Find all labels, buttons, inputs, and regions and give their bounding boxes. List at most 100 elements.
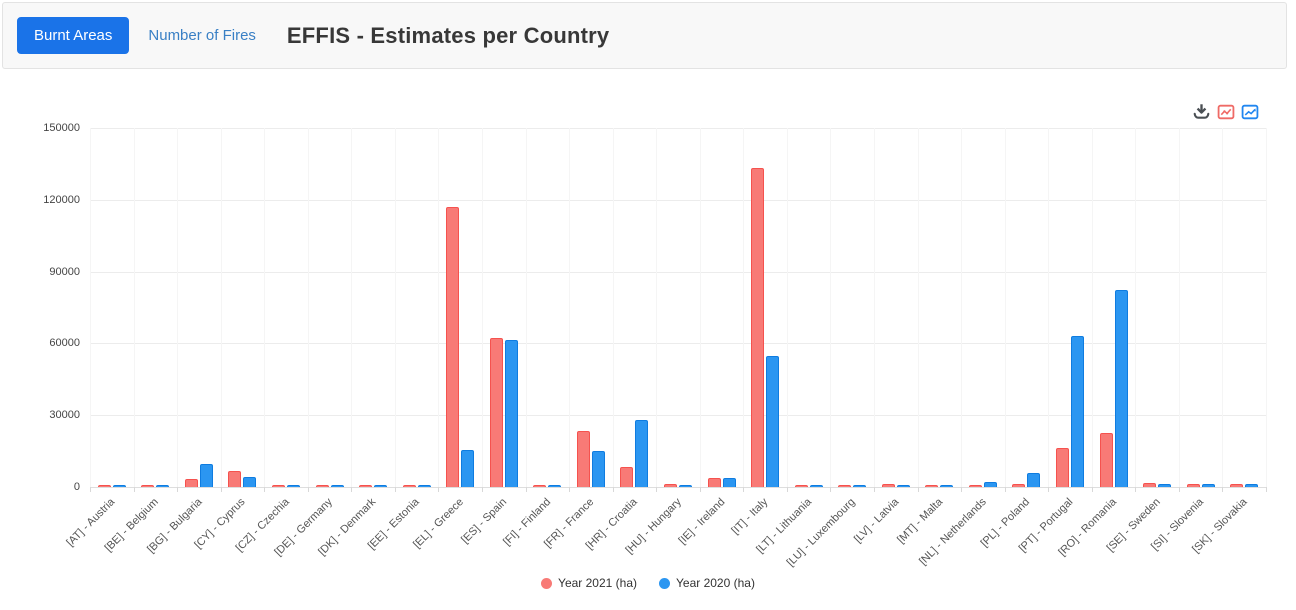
bar-ro-2020[interactable] <box>1114 290 1128 487</box>
x-label-it: [IT] - Italy <box>729 496 771 537</box>
tab-bar: Burnt Areas Number of Fires EFFIS - Esti… <box>2 2 1287 69</box>
bar-bg-2021[interactable] <box>184 479 198 487</box>
x-axis-tick <box>1048 487 1050 492</box>
bar-be-2020[interactable] <box>156 485 170 487</box>
bar-se-2020[interactable] <box>1158 483 1172 487</box>
bar-lu-2020[interactable] <box>853 485 867 487</box>
bar-at-2021[interactable] <box>97 485 111 487</box>
bar-lv-2020[interactable] <box>896 485 910 487</box>
bar-lt-2021[interactable] <box>794 485 808 487</box>
bar-dk-2020[interactable] <box>374 485 388 487</box>
x-label-lv: [LV] - Latvia <box>851 496 902 546</box>
bar-hu-2020[interactable] <box>679 484 692 487</box>
bar-ie-2020[interactable] <box>722 478 736 487</box>
bar-de-2021[interactable] <box>315 485 329 487</box>
bar-ee-2021[interactable] <box>402 485 416 487</box>
bar-se-2021[interactable] <box>1143 482 1157 487</box>
vertical-gridline <box>1091 128 1093 487</box>
bar-ie-2021[interactable] <box>707 478 721 487</box>
vertical-gridline <box>569 128 571 487</box>
bar-lu-2021[interactable] <box>838 485 852 487</box>
vertical-gridline <box>743 128 745 487</box>
tab-burnt-areas[interactable]: Burnt Areas <box>17 17 130 54</box>
vertical-gridline <box>90 128 91 487</box>
bar-el-2021[interactable] <box>446 206 460 487</box>
x-axis-tick <box>264 487 266 492</box>
bar-sk-2021[interactable] <box>1230 484 1244 487</box>
bar-de-2020[interactable] <box>330 484 344 487</box>
tab-number-of-fires[interactable]: Number of Fires <box>148 27 256 44</box>
vertical-gridline <box>1004 128 1006 487</box>
blue-line-chart-icon[interactable] <box>1240 102 1259 121</box>
bar-fr-2020[interactable] <box>591 450 605 487</box>
bar-cy-2021[interactable] <box>228 471 242 487</box>
bar-pl-2021[interactable] <box>1012 483 1026 487</box>
bar-mt-2020[interactable] <box>940 484 954 487</box>
bar-el-2020[interactable] <box>461 449 475 487</box>
bar-hr-2020[interactable] <box>635 419 649 487</box>
bar-fi-2021[interactable] <box>533 485 547 487</box>
bar-cy-2020[interactable] <box>243 477 257 487</box>
bar-pt-2020[interactable] <box>1071 335 1084 487</box>
bar-nl-2021[interactable] <box>968 485 982 487</box>
x-axis-tick <box>1222 487 1224 492</box>
vertical-gridline <box>1178 128 1180 487</box>
x-axis-tick <box>1178 487 1180 492</box>
y-axis-tick-0: 0 <box>73 481 80 493</box>
bar-bg-2020[interactable] <box>199 464 213 487</box>
bar-dk-2021[interactable] <box>359 484 373 487</box>
x-axis-tick <box>830 487 832 492</box>
gridline-90000 <box>90 271 1266 273</box>
vertical-gridline <box>351 128 353 487</box>
bar-ro-2021[interactable] <box>1099 433 1113 487</box>
bar-cz-2020[interactable] <box>287 485 300 487</box>
bar-hr-2021[interactable] <box>620 466 634 487</box>
x-axis-tick <box>525 487 527 492</box>
bar-it-2020[interactable] <box>766 356 780 487</box>
bar-nl-2020[interactable] <box>983 482 997 487</box>
x-axis-tick <box>220 487 222 492</box>
bar-fr-2021[interactable] <box>576 431 590 487</box>
vertical-gridline <box>525 128 527 487</box>
bar-si-2021[interactable] <box>1186 484 1200 487</box>
chart-toolbar <box>1192 102 1259 121</box>
bar-cz-2021[interactable] <box>272 485 285 487</box>
vertical-gridline <box>394 128 396 487</box>
download-icon[interactable] <box>1192 102 1211 121</box>
bar-hu-2021[interactable] <box>664 484 677 487</box>
bar-lv-2021[interactable] <box>881 483 895 487</box>
bar-ee-2020[interactable] <box>417 485 431 487</box>
x-axis-tick <box>351 487 353 492</box>
legend-label-2020: Year 2020 (ha) <box>676 576 755 590</box>
gridline-120000 <box>90 199 1266 201</box>
x-axis-tick <box>743 487 745 492</box>
legend-item-2021[interactable]: Year 2021 (ha) <box>541 576 637 590</box>
x-axis-tick <box>961 487 963 492</box>
bar-it-2021[interactable] <box>751 167 765 487</box>
bar-es-2020[interactable] <box>504 339 518 487</box>
page-title: EFFIS - Estimates per Country <box>286 22 610 48</box>
bar-mt-2021[interactable] <box>925 485 939 487</box>
bar-es-2021[interactable] <box>489 337 503 487</box>
bar-lt-2020[interactable] <box>809 485 823 487</box>
bar-chart-plot-area: 0 30000 60000 90000 120000 150000 [AT] - Austr… <box>43 122 1267 569</box>
x-axis-tick <box>656 487 658 492</box>
bar-at-2020[interactable] <box>112 485 126 487</box>
bar-fi-2020[interactable] <box>548 485 562 487</box>
vertical-gridline <box>612 128 614 487</box>
bar-pl-2020[interactable] <box>1027 472 1041 487</box>
bar-sk-2020[interactable] <box>1245 483 1259 487</box>
bar-pt-2021[interactable] <box>1056 448 1069 487</box>
bar-be-2021[interactable] <box>141 484 155 487</box>
vertical-gridline <box>961 128 963 487</box>
blue-line-chart-icon <box>1241 104 1258 119</box>
vertical-gridline <box>177 128 179 487</box>
x-axis-tick <box>482 487 483 492</box>
x-axis-tick <box>569 487 571 492</box>
red-line-chart-icon[interactable] <box>1216 102 1235 121</box>
legend-item-2020[interactable]: Year 2020 (ha) <box>659 576 755 590</box>
vertical-gridline <box>220 128 222 487</box>
chart-legend: Year 2021 (ha) Year 2020 (ha) <box>0 576 1296 590</box>
legend-label-2021: Year 2021 (ha) <box>558 576 637 590</box>
bar-si-2020[interactable] <box>1201 484 1215 487</box>
